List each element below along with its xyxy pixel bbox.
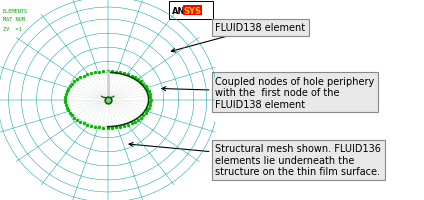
Text: ZV  =1: ZV =1 <box>3 27 21 31</box>
FancyBboxPatch shape <box>169 2 213 20</box>
Text: Coupled nodes of hole periphery
with the  first node of the
FLUID138 element: Coupled nodes of hole periphery with the… <box>162 76 375 110</box>
Text: ELEMENTS: ELEMENTS <box>3 9 28 13</box>
Ellipse shape <box>67 73 149 127</box>
Text: SYS: SYS <box>184 7 201 15</box>
Text: AN: AN <box>172 7 185 15</box>
Text: FLUID138 element: FLUID138 element <box>171 23 306 53</box>
Text: MAT NUM: MAT NUM <box>3 17 25 21</box>
Text: Structural mesh shown. FLUID136
elements lie underneath the
structure on the thi: Structural mesh shown. FLUID136 elements… <box>129 143 381 177</box>
